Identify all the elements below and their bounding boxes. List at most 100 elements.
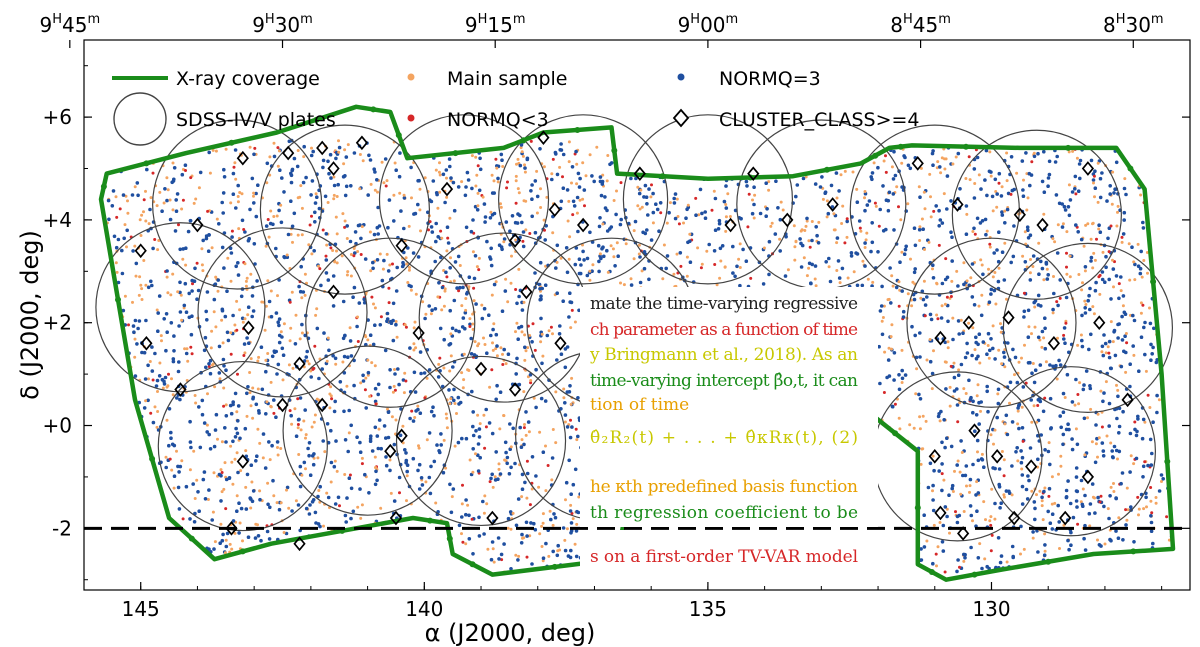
source-point [211,510,215,514]
source-point [543,238,547,242]
source-point [983,178,987,182]
source-point [882,391,886,394]
source-point [231,482,235,486]
source-point [432,413,436,418]
source-point [393,368,396,371]
source-point [165,269,169,273]
source-point [237,227,241,231]
source-point [1124,332,1128,335]
source-point [347,476,352,481]
source-point [330,397,334,401]
source-point [323,450,327,454]
source-point [1061,222,1065,226]
coverage-dot [313,116,320,123]
source-point [997,230,1001,234]
source-point [685,255,689,259]
source-point [533,348,537,352]
source-point [238,191,242,194]
source-point [500,158,504,162]
source-point [1103,542,1107,546]
source-point [130,193,135,197]
source-point [582,258,586,262]
source-point [271,478,275,483]
source-point [362,300,367,305]
coverage-dot [659,173,666,180]
source-point [776,206,780,210]
source-point [888,266,892,270]
source-point [140,298,144,301]
source-point [611,247,615,251]
source-point [982,500,986,504]
source-point [980,293,984,297]
source-point [532,521,536,526]
source-point [985,229,989,233]
source-point [397,174,402,179]
source-point [928,338,932,341]
source-point [451,487,456,491]
source-point [1021,194,1026,198]
source-point [416,255,421,259]
source-point [569,492,573,497]
source-point [464,512,468,517]
source-point [993,177,998,182]
source-point [205,423,209,427]
source-point [480,316,485,321]
source-point [126,211,130,215]
source-point [490,293,494,297]
source-point [618,222,623,227]
source-point [1126,508,1130,512]
source-point [925,295,929,299]
source-point [605,248,609,253]
source-point [880,332,885,337]
source-point [247,341,251,346]
source-point [1022,309,1027,314]
source-point [423,316,427,321]
source-point [523,345,527,350]
source-point [259,538,263,543]
source-point [465,292,469,296]
source-point [236,372,239,376]
source-point [629,283,634,287]
source-point [675,197,679,201]
source-point [492,282,497,287]
source-point [1083,299,1087,303]
source-point [1096,495,1100,500]
source-point [372,232,377,237]
source-point [530,340,534,344]
source-point [878,381,882,386]
source-point [1082,244,1086,248]
source-point [402,391,406,395]
cluster-diamond [236,454,249,469]
source-point [176,369,181,374]
source-point [975,216,980,221]
source-point [494,332,499,337]
source-point [601,245,605,249]
plate-circle [906,237,1077,408]
source-point [835,269,839,272]
source-point [1108,184,1112,188]
source-point [186,359,190,363]
source-point [268,173,272,177]
cluster-diamond [928,449,941,464]
source-point [245,336,249,340]
source-point [437,362,441,366]
source-point [1060,202,1064,206]
source-point [1002,493,1006,497]
source-point [1094,442,1098,446]
source-point [1036,550,1040,554]
source-point [322,331,326,335]
source-point [1140,436,1145,441]
source-point [632,257,636,261]
source-point [575,182,579,186]
overlay-line-9: s on a first-order TV-VAR model [590,547,858,567]
source-point [724,203,728,206]
cluster-diamond [1047,335,1060,351]
source-point [855,187,859,191]
source-point [893,173,898,178]
source-point [1093,460,1098,465]
source-point [209,346,213,350]
source-point [638,280,643,285]
source-point [551,523,555,527]
overlay-line-6: θ̂₂R₂(t) + . . . + θ̂κRκ(t), (2) [590,428,858,448]
